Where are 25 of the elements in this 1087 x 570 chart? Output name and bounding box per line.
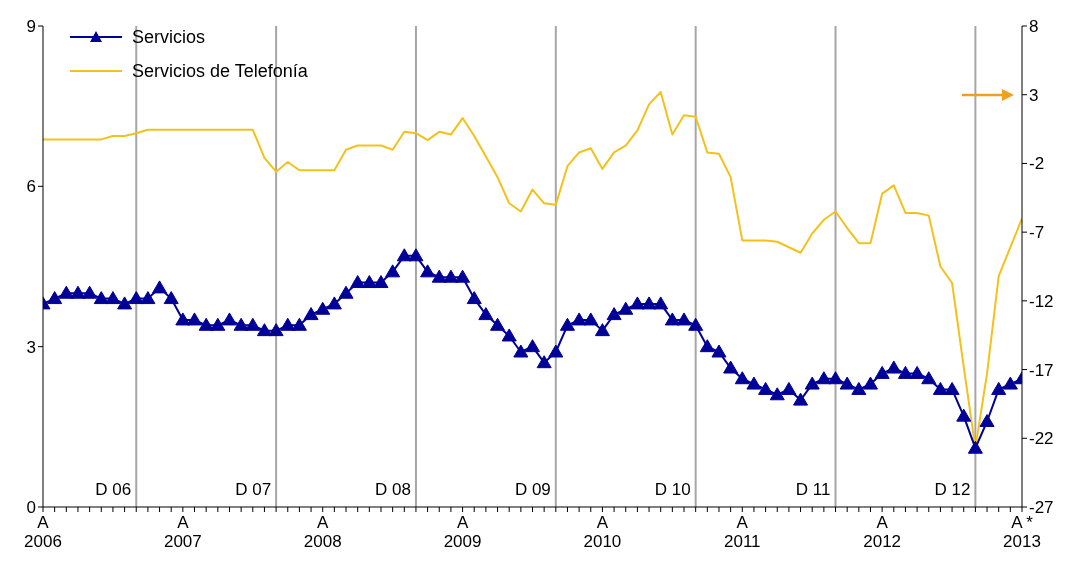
ref-line-label: D 10 — [654, 480, 691, 499]
ref-line-label: D 07 — [235, 480, 272, 499]
ref-line-label: D 09 — [514, 480, 551, 499]
y2-tick-label: -17 — [1029, 360, 1054, 380]
ref-line-label: D 06 — [95, 480, 132, 499]
ref-line-label: D 11 — [795, 480, 831, 499]
x-tick-label: A 2007 — [163, 513, 202, 551]
ref-line-label: D 08 — [375, 480, 411, 499]
legend-label: Servicios — [132, 26, 206, 48]
y-tick-label: 3 — [26, 337, 36, 357]
ref-line-label: D 12 — [934, 480, 971, 499]
x-tick-label: A 2012 — [863, 513, 902, 551]
y2-tick-label: -2 — [1029, 154, 1045, 174]
y-tick-label: 6 — [26, 177, 36, 197]
y2-tick-label: -7 — [1029, 223, 1045, 243]
x-tick-label: A 2011 — [724, 513, 761, 551]
x-tick-label: A 2009 — [443, 513, 482, 551]
x-tick-label: A 2010 — [583, 513, 622, 551]
y2-tick-label: 3 — [1029, 85, 1039, 105]
y-tick-label: 9 — [26, 17, 36, 37]
y2-tick-label: 8 — [1029, 17, 1039, 37]
x-tick-label: A 2008 — [303, 513, 342, 551]
y2-tick-label: -12 — [1029, 291, 1054, 311]
y2-tick-label: -22 — [1029, 429, 1054, 449]
legend-label: Servicios de Telefonía — [132, 60, 308, 82]
